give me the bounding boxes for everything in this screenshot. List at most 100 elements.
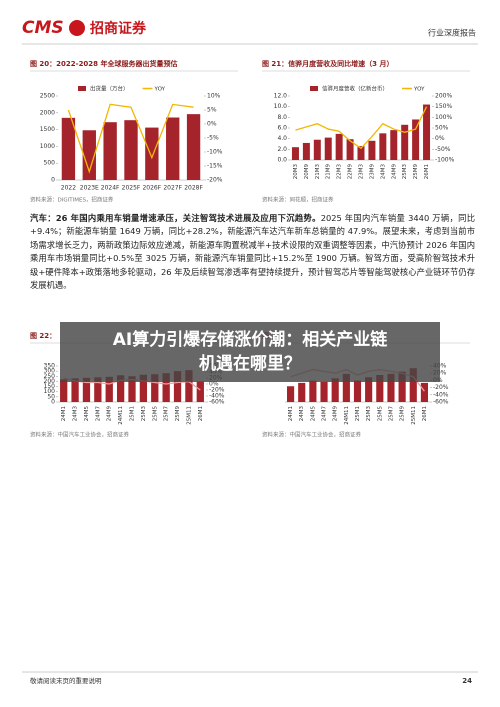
x-tick-label: 25M11 (411, 406, 417, 425)
bar (186, 114, 201, 180)
y2-tick-label: -40% (433, 391, 449, 398)
bar (365, 377, 373, 402)
y2-tick-label: 150% (435, 103, 452, 110)
bar (71, 378, 79, 402)
x-tick-label: 23M9 (369, 164, 375, 180)
x-tick-label: 25M9 (413, 164, 419, 180)
y2-tick-label: 50% (435, 125, 449, 132)
x-tick-label: 24M9 (391, 164, 397, 180)
x-tick-label: 23M3 (359, 164, 365, 180)
bar (342, 373, 350, 402)
bar (124, 120, 138, 180)
y-tick-label: 150 (44, 383, 56, 390)
x-tick-label: 24M11 (344, 406, 350, 425)
bar (162, 373, 170, 402)
bar (287, 386, 295, 402)
legend-swatch (78, 86, 86, 91)
y-tick-label: 1000 (40, 143, 55, 150)
x-tick-label: 2023E (80, 185, 99, 192)
y-tick-label: 0.0 (277, 157, 287, 164)
y-tick-label: 1500 (40, 126, 55, 133)
bar (103, 122, 117, 180)
y2-tick-label: -20% (207, 177, 223, 184)
x-tick-label: 25M1 (355, 406, 361, 421)
y-tick-label: 0 (51, 399, 55, 406)
y-tick-label: 250 (44, 373, 56, 380)
bar (105, 376, 113, 402)
x-tick-label: 21M9 (326, 164, 332, 180)
x-tick-label: 26M1 (424, 164, 430, 179)
bar (320, 381, 328, 402)
y-tick-label: 300 (44, 368, 56, 375)
y2-tick-label: 100% (435, 114, 452, 121)
figure-title: 图 20：2022-2028 年全球服务器出货量预估 (30, 59, 178, 68)
legend-label: 出货量（万台） (90, 85, 129, 93)
bar (331, 378, 339, 402)
y2-tick-label: -20% (433, 384, 449, 391)
x-tick-label: 21M3 (315, 164, 321, 180)
y-tick-label: 0 (51, 177, 55, 184)
y-tick-label: 2.0 (277, 146, 287, 153)
x-tick-label: 25M3 (366, 406, 372, 422)
x-tick-label: 25M1 (130, 406, 136, 421)
y-tick-label: 10.0 (274, 103, 288, 110)
y-tick-label: 500 (44, 160, 56, 167)
x-tick-label: 25M3 (141, 406, 147, 422)
x-tick-label: 2027F (163, 185, 182, 192)
figure-source: 资料来源：中国汽车工业协会，招商证券 (262, 431, 362, 439)
bar (357, 146, 365, 160)
figure-title: 图 22： (30, 331, 56, 340)
y2-tick-label: -10% (207, 149, 223, 156)
x-tick-label: 26M1 (198, 406, 204, 421)
figure-title: 图 21：信骅月度营收及同比增速（3 月） (262, 59, 394, 68)
y2-tick-label: 0% (207, 121, 217, 128)
x-tick-label: 25M11 (186, 406, 192, 425)
y-tick-label: 12.0 (274, 93, 288, 100)
y2-tick-label: 10% (207, 93, 221, 100)
bar (116, 375, 125, 402)
bar (298, 382, 306, 402)
x-tick-label: 25M3 (402, 164, 408, 180)
x-tick-label: 26M1 (422, 406, 428, 421)
x-tick-label: 24M5 (84, 406, 90, 422)
x-tick-label: 25M7 (164, 406, 170, 422)
bar (379, 133, 387, 160)
y-tick-label: 4.0 (277, 135, 287, 142)
bar (82, 130, 96, 180)
figure-source: 资料来源：同花顺，招商证券 (262, 196, 334, 204)
y2-tick-label: -60% (209, 399, 225, 406)
x-tick-label: 24M11 (118, 406, 124, 425)
line (67, 103, 194, 174)
bar (423, 104, 431, 160)
overlay-title: AI算力引爆存储涨价潮：相关产业链 机遇在哪里？ (60, 322, 440, 382)
bar (412, 119, 420, 160)
legend-label: 信骅月度营收（亿新台币） (322, 85, 388, 93)
x-tick-label: 25M9 (175, 406, 181, 422)
bar (376, 375, 384, 402)
x-tick-label: 2026F (142, 185, 161, 192)
bar (82, 377, 91, 402)
x-tick-label: 25M7 (388, 406, 394, 422)
y2-tick-label: -40% (209, 393, 225, 400)
footer-note: 敬请阅读末页的重要说明 (30, 676, 102, 685)
x-tick-label: 24M3 (299, 406, 305, 422)
logo-text: CMS (22, 18, 64, 38)
y-tick-label: 50 (47, 393, 55, 400)
bar (166, 117, 180, 180)
bar (61, 117, 76, 180)
x-tick-label: 2022 (61, 185, 76, 192)
bar (420, 382, 428, 402)
bar (353, 380, 362, 402)
x-tick-label: 22M9 (348, 164, 354, 180)
y2-tick-label: -50% (435, 146, 451, 153)
bar (313, 139, 321, 160)
y2-tick-label: -15% (207, 163, 223, 170)
x-tick-label: 24M7 (95, 406, 101, 422)
y-tick-label: 100 (44, 388, 56, 395)
x-tick-label: 2028F (184, 185, 203, 192)
y2-tick-label: -5% (207, 135, 219, 142)
y2-tick-label: -60% (433, 399, 449, 406)
y2-tick-label: 0% (209, 381, 219, 388)
